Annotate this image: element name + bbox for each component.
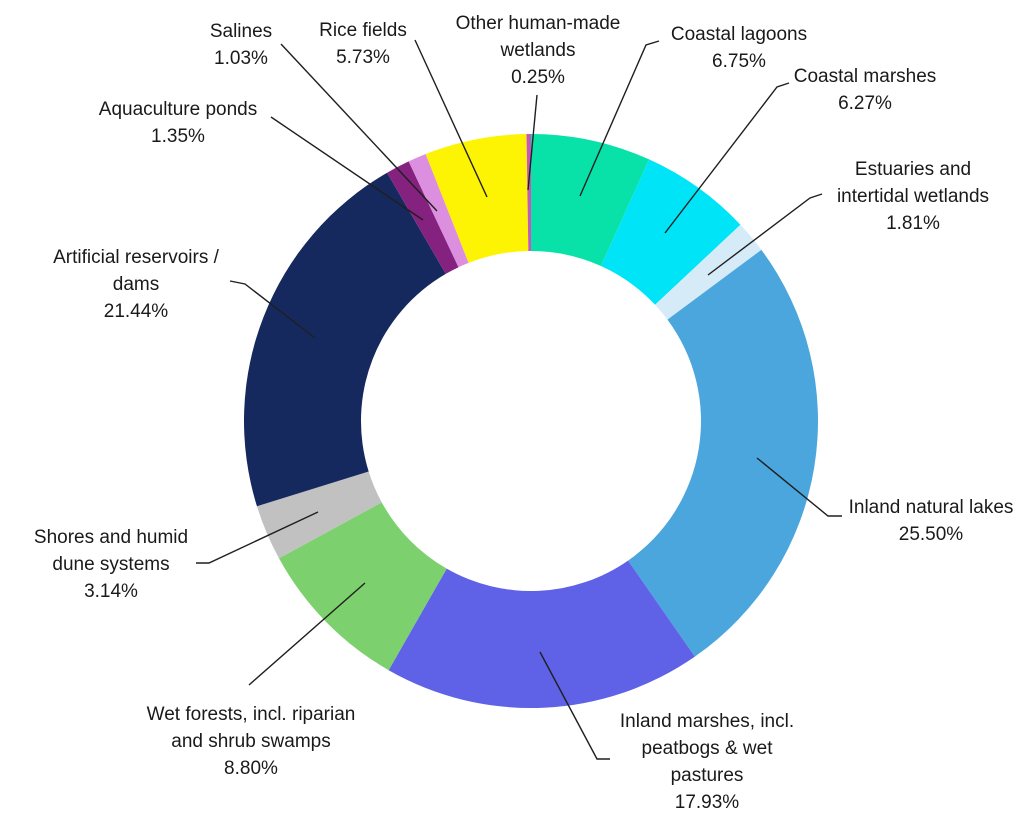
label-coastal-lagoons: Coastal lagoons 6.75%	[671, 21, 807, 75]
label-text-line: dune systems	[52, 554, 170, 575]
leader-line-estuaries-intertidal-wetlands	[707, 193, 823, 276]
label-other-human-made-wetlands: Other human-made wetlands 0.25%	[456, 10, 621, 91]
label-salines: Salines 1.03%	[210, 18, 272, 72]
label-percentage: 1.35%	[151, 126, 205, 147]
label-text-line: Aquaculture ponds	[98, 99, 258, 120]
label-inland-marshes: Inland marshes, incl. peatbogs & wet pastu…	[620, 708, 794, 816]
label-text-line: Salines	[209, 21, 273, 42]
leader-line-coastal-lagoons	[579, 40, 660, 197]
slice-rice-fields	[425, 134, 529, 263]
label-text-line: Other human-made	[455, 13, 621, 34]
slice-salines	[408, 154, 469, 268]
slice-coastal-marshes	[600, 159, 741, 305]
slice-coastal-lagoons	[531, 134, 650, 267]
label-artificial-reservoirs-dams: Artificial reservoirs / dams 21.44%	[53, 244, 219, 325]
label-text-line: Inland natural lakes	[848, 497, 1014, 518]
label-coastal-marshes: Coastal marshes 6.27%	[794, 63, 937, 117]
label-inland-natural-lakes: Inland natural lakes 25.50%	[849, 494, 1014, 548]
leader-line-wet-forests	[248, 582, 366, 686]
label-text-line: Coastal lagoons	[670, 24, 808, 45]
label-text-line: Shores and humid	[33, 527, 189, 548]
leader-line-salines	[280, 43, 438, 212]
label-shores-humid-dune-systems: Shores and humid dune systems 3.14%	[34, 524, 188, 605]
label-percentage: 21.44%	[103, 301, 169, 322]
label-wet-forests: Wet forests, incl. riparian and shrub swa…	[147, 701, 356, 782]
leader-line-aquaculture-ponds	[270, 116, 424, 221]
label-text-line: and shrub swamps	[171, 731, 331, 752]
leader-line-inland-marshes	[539, 651, 610, 760]
label-text-line: pastures	[670, 765, 744, 786]
slice-estuaries-intertidal-wetlands	[655, 224, 762, 320]
label-text-line: Inland marshes, incl.	[619, 711, 795, 732]
label-aquaculture-ponds: Aquaculture ponds 1.35%	[99, 96, 257, 150]
label-percentage: 17.93%	[674, 792, 740, 813]
label-percentage: 1.03%	[214, 48, 268, 69]
slice-inland-natural-lakes	[628, 249, 818, 657]
label-percentage: 25.50%	[898, 524, 964, 545]
slice-aquaculture-ponds	[387, 161, 459, 274]
label-percentage: 0.25%	[511, 67, 565, 88]
slice-artificial-reservoirs-dams	[243, 172, 446, 507]
label-percentage: 3.14%	[84, 581, 138, 602]
slice-wet-forests	[278, 502, 447, 671]
label-text-line: Estuaries and	[854, 159, 972, 180]
label-percentage: 1.81%	[886, 213, 940, 234]
label-percentage: 8.80%	[224, 758, 278, 779]
slice-inland-marshes	[388, 560, 695, 709]
label-text-line: Artificial reservoirs /	[53, 247, 219, 268]
label-text-line: dams	[112, 274, 160, 295]
label-percentage: 6.27%	[838, 93, 892, 114]
leader-line-coastal-marshes	[664, 82, 790, 234]
leader-line-other-human-made-wetlands	[527, 94, 538, 191]
label-percentage: 6.75%	[712, 51, 766, 72]
leader-line-inland-natural-lakes	[756, 457, 842, 517]
leader-line-artificial-reservoirs-dams	[229, 280, 316, 339]
label-estuaries-intertidal-wetlands: Estuaries and intertidal wetlands 1.81%	[837, 156, 989, 237]
leader-line-rice-fields	[414, 39, 488, 198]
leader-line-shores-humid-dune-systems	[196, 511, 319, 564]
label-text-line: Wet forests, incl. riparian	[146, 704, 356, 725]
label-text-line: Coastal marshes	[793, 66, 937, 87]
label-text-line: Rice fields	[319, 20, 407, 41]
label-text-line: intertidal wetlands	[836, 186, 990, 207]
label-rice-fields: Rice fields 5.73%	[319, 17, 407, 71]
label-percentage: 5.73%	[336, 47, 390, 68]
label-text-line: peatbogs & wet	[641, 738, 773, 759]
slice-shores-humid-dune-systems	[256, 471, 382, 559]
label-text-line: wetlands	[500, 40, 576, 61]
